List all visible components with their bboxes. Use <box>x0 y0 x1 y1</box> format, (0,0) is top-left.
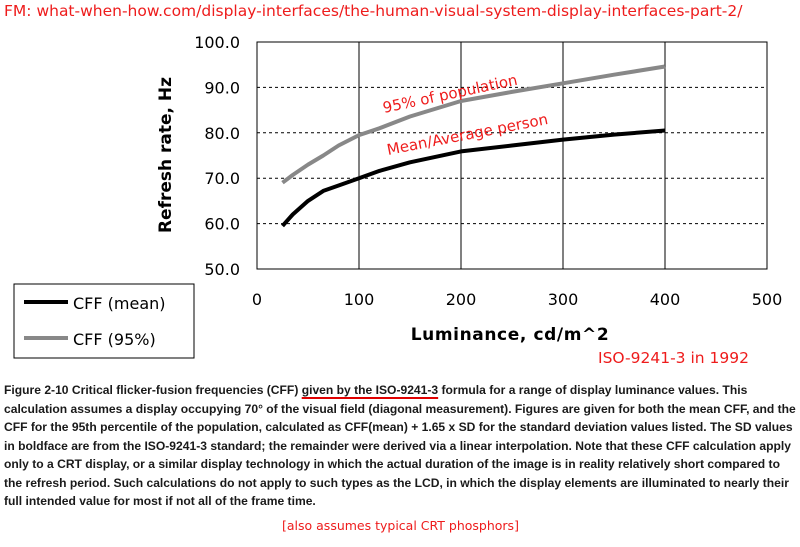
legend-box <box>13 283 195 359</box>
annotation-standard: ISO-9241-3 in 1992 <box>598 349 749 367</box>
y-tick-label: 50.0 <box>204 260 240 279</box>
series-line-mean <box>281 128 666 228</box>
x-tick-label: 500 <box>752 290 783 309</box>
plot-frame <box>256 41 768 270</box>
y-axis-label: Refresh rate, Hz <box>156 77 176 233</box>
caption-body: formula for a range of display luminance… <box>4 383 796 508</box>
chart-grid <box>257 42 767 269</box>
x-tick-label: 100 <box>344 290 375 309</box>
caption-note: [also assumes typical CRT phosphors] <box>282 518 519 533</box>
series-line-95 <box>281 64 666 185</box>
x-tick-label: 0 <box>252 290 262 309</box>
cff-chart: 0 100 200 300 400 500 50.0 60.0 70.0 80.0 90.0 100.… <box>13 33 782 367</box>
x-tick-label: 400 <box>650 290 681 309</box>
x-tick-label: 300 <box>548 290 579 309</box>
caption-underlined: given by the ISO-9241-3 <box>301 383 439 397</box>
y-tick-label: 60.0 <box>204 215 240 234</box>
y-tick-label: 80.0 <box>204 124 240 143</box>
caption-prefix: Figure 2-10 Critical flicker-fusion freq… <box>4 383 302 397</box>
series-layer <box>281 64 666 228</box>
x-tick-label: 200 <box>446 290 477 309</box>
y-tick-label: 70.0 <box>204 169 240 188</box>
legend-label-mean: CFF (mean) <box>73 294 166 313</box>
x-axis-label: Luminance, cd/m^2 <box>411 325 610 345</box>
figure-caption: Figure 2-10 Critical flicker-fusion freq… <box>4 381 796 511</box>
y-tick-label: 100.0 <box>194 33 240 52</box>
legend: CFF (mean) CFF (95%) <box>13 283 195 359</box>
legend-label-95: CFF (95%) <box>73 330 156 349</box>
source-note: FM: what-when-how.com/display-interfaces… <box>4 2 743 20</box>
y-tick-label: 90.0 <box>204 78 240 97</box>
axis-ticks: 0 100 200 300 400 500 50.0 60.0 70.0 80.0 90.0 100.… <box>194 33 782 309</box>
